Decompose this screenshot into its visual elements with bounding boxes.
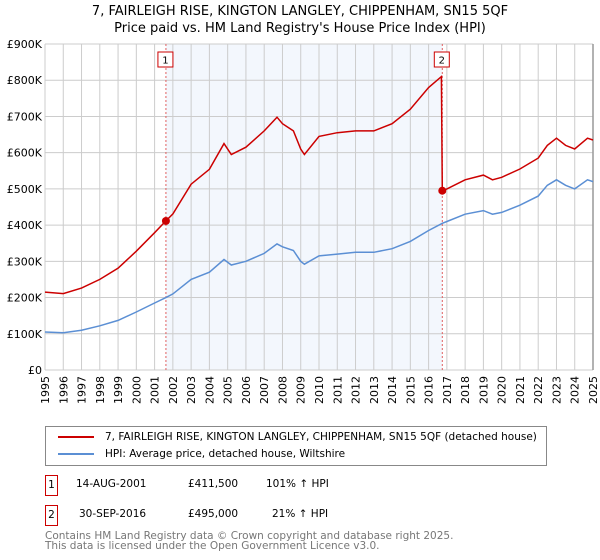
- x-tick-label: 2006: [240, 376, 253, 404]
- x-tick-label: 2010: [313, 376, 326, 404]
- plot-area: 1995 1996 1997 1998 1999 2000 2001 2002 2003 2004…: [7, 38, 600, 404]
- chart-subtitle: Price paid vs. HM Land Registry's House …: [114, 21, 486, 36]
- x-tick-label: 2021: [514, 376, 527, 404]
- x-tick-label: 2024: [569, 376, 582, 404]
- x-tick-label: 2001: [149, 376, 162, 404]
- legend-swatch-blue: [58, 453, 94, 455]
- footer-line-2: This data is licensed under the Open Gov…: [45, 540, 380, 552]
- sale-marker-label: 1: [162, 56, 168, 67]
- x-tick-label: 2015: [404, 376, 417, 404]
- sale-marker-label: 2: [439, 56, 445, 67]
- sale-badge: 1: [45, 475, 58, 496]
- x-tick-label: 1997: [76, 376, 89, 404]
- x-tick-label: 2011: [331, 376, 344, 404]
- sale-price: £495,000: [188, 508, 239, 520]
- x-tick-label: 2008: [276, 376, 289, 404]
- sale-hpi: 21% ↑ HPI: [272, 508, 329, 520]
- x-tick-label: 2017: [441, 376, 454, 404]
- x-tick-label: 2004: [203, 376, 216, 404]
- x-tick-label: 1998: [94, 376, 107, 404]
- legend-label-hpi: HPI: Average price, detached house, Wilt…: [105, 448, 346, 460]
- legend-label-property: 7, FAIRLEIGH RISE, KINGTON LANGLEY, CHIP…: [105, 431, 537, 443]
- y-tick-label: £400K: [7, 219, 43, 232]
- sale-marker-badge: [433, 51, 450, 68]
- legend-swatch-red: [58, 436, 94, 438]
- y-tick-label: £500K: [7, 183, 43, 196]
- sale-date: 14-AUG-2001: [76, 478, 147, 490]
- shaded-ownership-period: [165, 44, 443, 370]
- y-tick-label: £100K: [7, 328, 43, 341]
- y-tick-label: £800K: [7, 74, 43, 87]
- y-tick-label: £0: [28, 364, 42, 377]
- sale-badge: 2: [45, 505, 58, 526]
- footer-line-1: Contains HM Land Registry data © Crown c…: [45, 530, 454, 542]
- x-tick-label: 2014: [386, 376, 399, 404]
- sale-point: [161, 216, 170, 225]
- x-tick-label: 2023: [550, 376, 563, 404]
- sale-date: 30-SEP-2016: [79, 508, 147, 520]
- chart-title: 7, FAIRLEIGH RISE, KINGTON LANGLEY, CHIP…: [91, 4, 509, 19]
- x-tick-label: 2005: [222, 376, 235, 404]
- sale-price: £411,500: [188, 478, 239, 490]
- x-tick-label: 2022: [532, 376, 545, 404]
- y-tick-label: £300K: [7, 255, 43, 268]
- x-tick-label: 2020: [496, 376, 509, 404]
- legend-item-hpi: HPI: Average price, detached house, Wilt…: [58, 446, 345, 462]
- x-tick-label: 2019: [477, 376, 490, 404]
- x-tick-label: 2002: [167, 376, 180, 404]
- y-tick-label: £200K: [7, 292, 43, 305]
- sale-hpi: 101% ↑ HPI: [266, 478, 329, 490]
- sale-marker-badge: [157, 51, 174, 68]
- sale-point: [438, 186, 447, 195]
- x-tick-label: 1995: [39, 376, 52, 404]
- sale-row-2: 2 30-SEP-2016 £495,000 21% ↑ HPI: [45, 505, 545, 526]
- y-tick-label: £600K: [7, 147, 43, 160]
- hpi-series-line: [44, 178, 594, 334]
- footer: Contains HM Land Registry data © Crown c…: [45, 530, 454, 552]
- legend: 7, FAIRLEIGH RISE, KINGTON LANGLEY, CHIP…: [45, 426, 547, 466]
- x-tick-label: 2016: [423, 376, 436, 404]
- x-tick-label: 2000: [130, 376, 143, 404]
- x-tick-label: 2012: [350, 376, 363, 404]
- sale-row-1: 1 14-AUG-2001 £411,500 101% ↑ HPI: [45, 475, 545, 496]
- x-tick-label: 2003: [185, 376, 198, 404]
- y-tick-label: £700K: [7, 110, 43, 123]
- x-tick-label: 1999: [112, 376, 125, 404]
- legend-item-property: 7, FAIRLEIGH RISE, KINGTON LANGLEY, CHIP…: [58, 429, 537, 445]
- x-tick-label: 2009: [295, 376, 308, 404]
- x-tick-label: 2025: [587, 376, 600, 404]
- x-tick-label: 1996: [57, 376, 70, 404]
- y-tick-label: £900K: [7, 38, 43, 51]
- x-tick-label: 2007: [258, 376, 271, 404]
- x-tick-label: 2018: [459, 376, 472, 404]
- x-tick-label: 2013: [368, 376, 381, 404]
